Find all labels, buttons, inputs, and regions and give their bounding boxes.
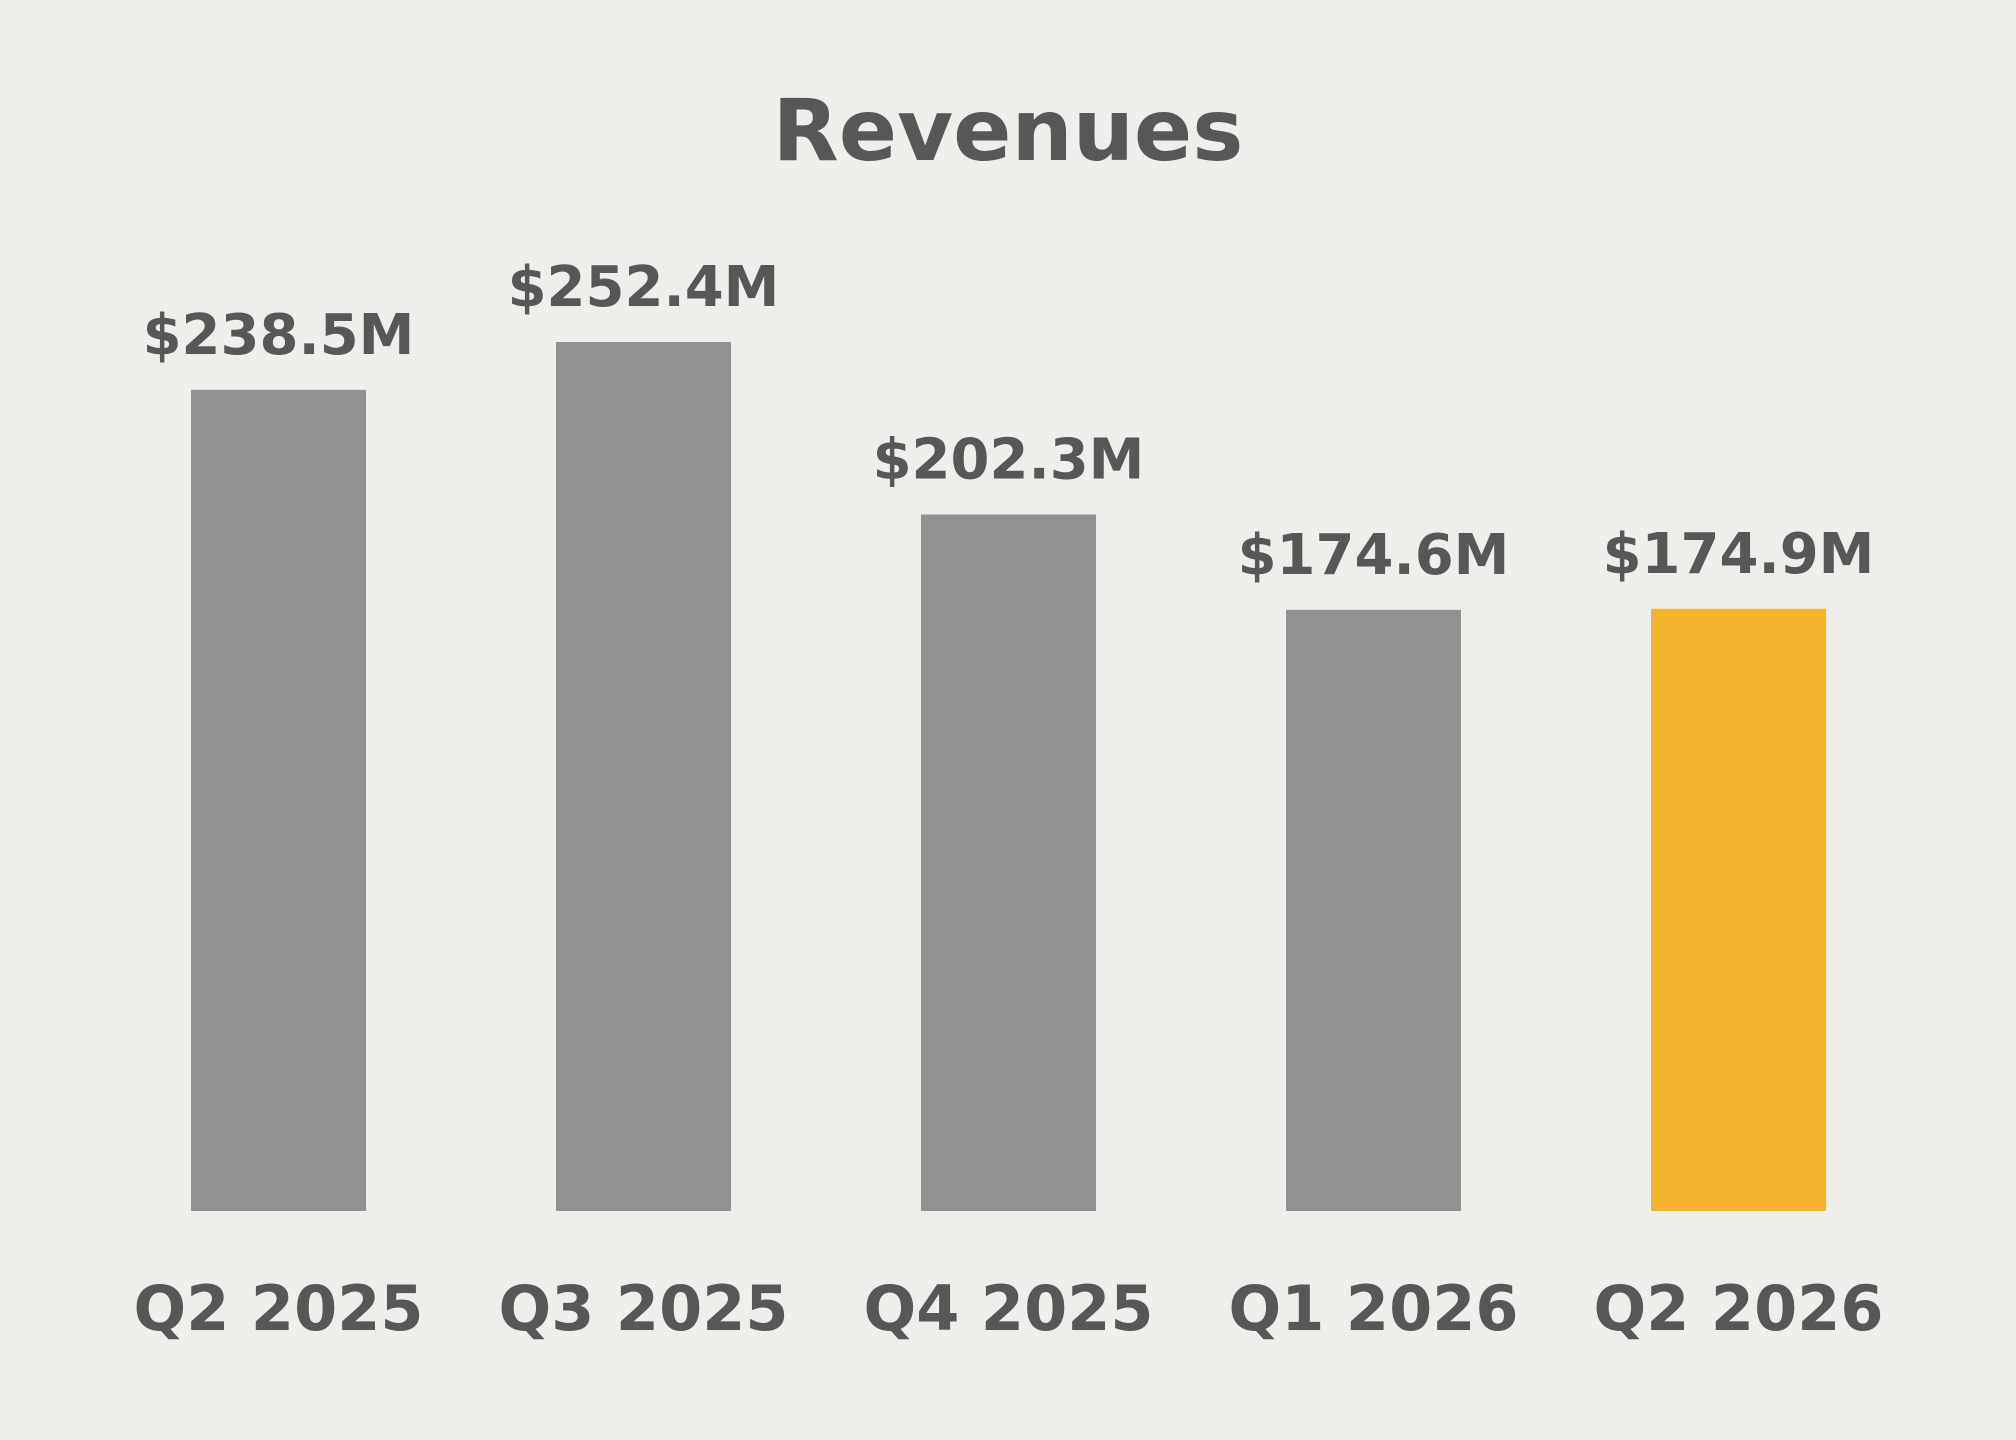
value-label-q1-2026: $174.6M [1238, 523, 1510, 588]
bar-q2-2025 [191, 389, 366, 1212]
value-labels-group: $238.5M $252.4M $202.3M $174.6M $174.9M [143, 255, 1875, 588]
value-label-q4-2025: $202.3M [873, 427, 1145, 492]
bar-q1-2026 [1286, 609, 1461, 1211]
bar-q2-2026 [1651, 608, 1826, 1211]
value-label-q2-2025: $238.5M [143, 303, 415, 368]
category-label-q2-2026: Q2 2026 [1594, 1272, 1884, 1345]
value-label-q3-2025: $252.4M [508, 255, 780, 320]
bar-q3-2025 [556, 342, 731, 1211]
chart-title: Revenues [773, 81, 1244, 181]
category-label-q2-2025: Q2 2025 [134, 1272, 424, 1345]
category-label-q3-2025: Q3 2025 [499, 1272, 789, 1345]
category-label-q4-2025: Q4 2025 [864, 1272, 1154, 1345]
category-labels-group: Q2 2025 Q3 2025 Q4 2025 Q1 2026 Q2 2026 [134, 1272, 1884, 1345]
bars-group [191, 342, 1826, 1212]
bar-q4-2025 [921, 514, 1096, 1211]
value-label-q2-2026: $174.9M [1603, 522, 1875, 587]
category-label-q1-2026: Q1 2026 [1229, 1272, 1519, 1345]
